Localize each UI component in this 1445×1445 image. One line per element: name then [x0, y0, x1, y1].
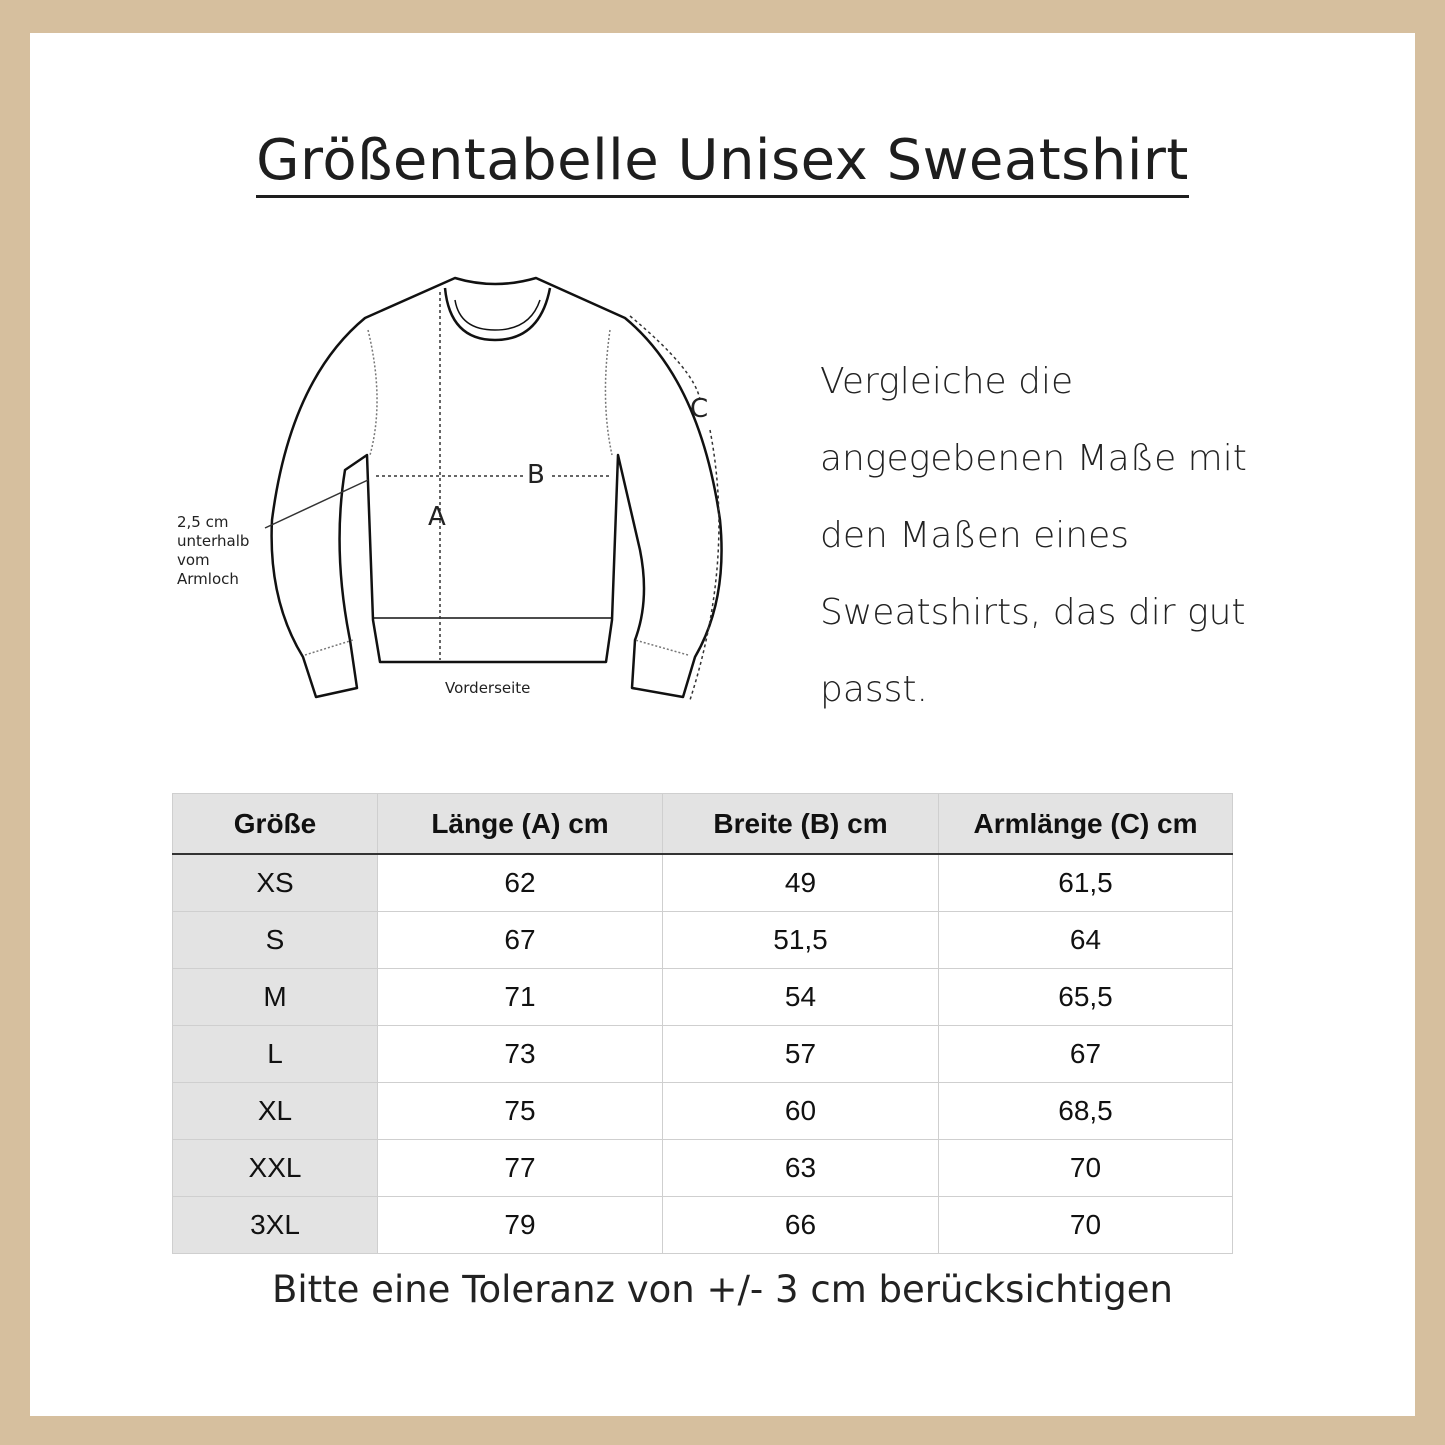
- cell-size: M: [172, 968, 378, 1026]
- collar: [443, 287, 552, 342]
- cell-size: S: [172, 911, 378, 969]
- cell-size: XXL: [172, 1139, 378, 1197]
- cell-length: 62: [377, 853, 663, 912]
- front-caption: Vorderseite: [445, 679, 531, 697]
- cell-width: 60: [662, 1082, 939, 1140]
- cell-width: 57: [662, 1025, 939, 1083]
- cell-width: 54: [662, 968, 939, 1026]
- cell-width: 49: [662, 853, 939, 912]
- table-row: XXL 77 63 70: [172, 1139, 1233, 1197]
- cell-size: XS: [172, 853, 378, 912]
- table-row: M 71 54 65,5: [172, 968, 1233, 1026]
- table-row: L 73 57 67: [172, 1025, 1233, 1083]
- cell-sleeve: 70: [938, 1139, 1233, 1197]
- cell-width: 63: [662, 1139, 939, 1197]
- description: Vergleiche die angegebenen Maße mit den …: [820, 361, 1247, 710]
- header-size: Größe: [172, 793, 378, 855]
- table-row: 3XL 79 66 70: [172, 1196, 1233, 1254]
- measure-c-line: [629, 315, 720, 701]
- cell-width: 66: [662, 1196, 939, 1254]
- cell-width: 51,5: [662, 911, 939, 969]
- cell-sleeve: 65,5: [938, 968, 1233, 1026]
- cell-sleeve: 70: [938, 1196, 1233, 1254]
- note-arrow: [264, 479, 369, 529]
- cell-length: 67: [377, 911, 663, 969]
- table-row: S 67 51,5 64: [172, 911, 1233, 969]
- label-b: B: [527, 460, 545, 490]
- tolerance-note: Bitte eine Toleranz von +/- 3 cm berücks…: [271, 1268, 1174, 1311]
- sweatshirt-body: [270, 276, 723, 699]
- cell-length: 71: [377, 968, 663, 1026]
- size-table: Größe Länge (A) cm Breite (B) cm Armläng…: [172, 793, 1233, 1254]
- table-row: XL 75 60 68,5: [172, 1082, 1233, 1140]
- cell-size: XL: [172, 1082, 378, 1140]
- page-title: Größentabelle Unisex Sweatshirt: [0, 128, 1445, 198]
- cell-size: 3XL: [172, 1196, 378, 1254]
- measure-lines: [376, 292, 720, 701]
- header-width: Breite (B) cm: [662, 793, 939, 855]
- cell-length: 77: [377, 1139, 663, 1197]
- cell-sleeve: 64: [938, 911, 1233, 969]
- cell-length: 73: [377, 1025, 663, 1083]
- cell-length: 75: [377, 1082, 663, 1140]
- cell-length: 79: [377, 1196, 663, 1254]
- header-row: Größe Länge (A) cm Breite (B) cm Armläng…: [172, 793, 1233, 855]
- armhole-note: 2,5 cm unterhalb vom Armloch: [177, 513, 250, 588]
- table-row: XS 62 49 61,5: [172, 853, 1233, 912]
- cell-sleeve: 68,5: [938, 1082, 1233, 1140]
- cell-size: L: [172, 1025, 378, 1083]
- header-length: Länge (A) cm: [377, 793, 663, 855]
- cell-sleeve: 61,5: [938, 853, 1233, 912]
- label-c: C: [690, 394, 709, 424]
- cell-sleeve: 67: [938, 1025, 1233, 1083]
- label-a: A: [428, 502, 446, 532]
- title-text: Größentabelle Unisex Sweatshirt: [256, 128, 1189, 198]
- header-sleeve: Armlänge (C) cm: [938, 793, 1233, 855]
